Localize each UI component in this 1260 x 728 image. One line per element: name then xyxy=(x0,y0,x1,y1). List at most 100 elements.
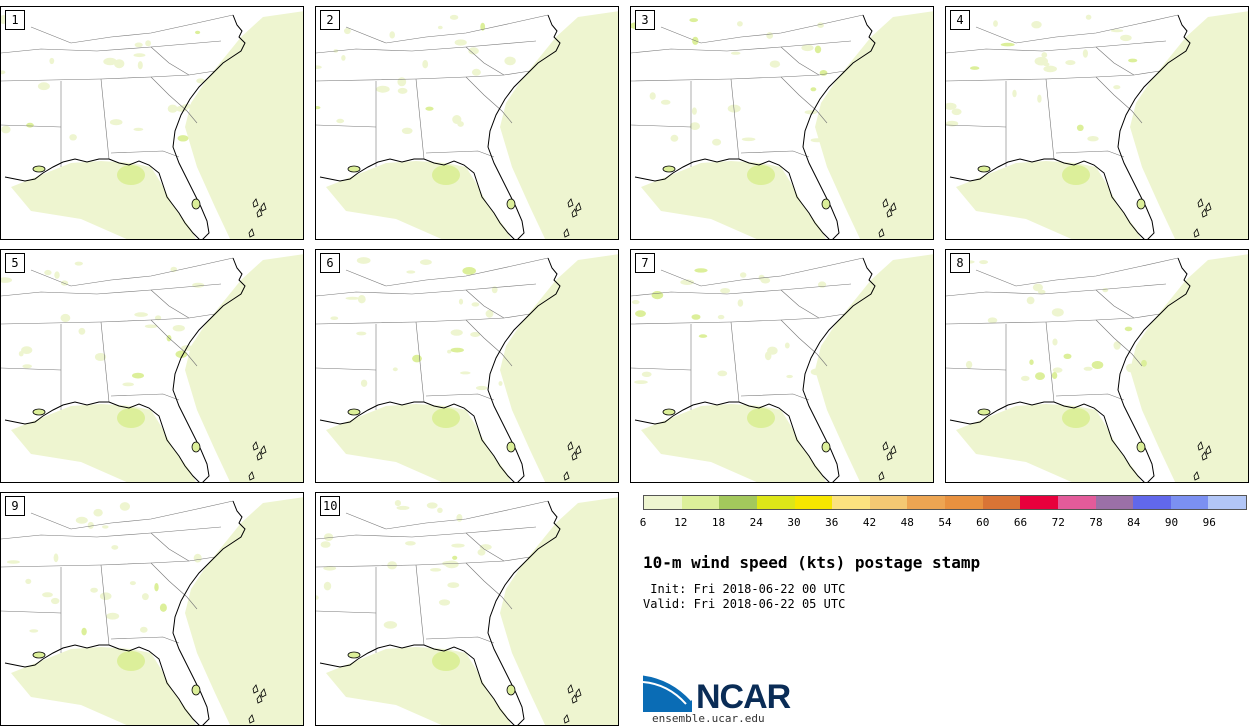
lake xyxy=(32,651,46,659)
island xyxy=(882,198,889,208)
member-number-label: 5 xyxy=(5,253,25,273)
state-border xyxy=(1095,46,1135,76)
island xyxy=(890,202,897,212)
state-border xyxy=(465,562,513,610)
lake xyxy=(191,198,201,210)
island xyxy=(248,714,255,724)
lake xyxy=(32,408,46,416)
wind-speed-map xyxy=(1,497,303,725)
lake xyxy=(32,165,46,173)
state-border xyxy=(316,283,537,297)
state-border xyxy=(631,40,852,54)
colorbar-tick-label: 72 xyxy=(1051,516,1065,529)
colorbar-tick-label: 48 xyxy=(900,516,914,529)
lake xyxy=(506,441,516,453)
wind-speed-map xyxy=(316,254,618,482)
state-border xyxy=(740,150,810,158)
island xyxy=(886,208,893,218)
colorbar-swatch xyxy=(1208,496,1246,509)
coastline xyxy=(319,401,515,482)
coastline xyxy=(949,158,1145,239)
colorbar-tick-label: 42 xyxy=(862,516,877,529)
state-border xyxy=(425,393,495,401)
island xyxy=(563,714,570,724)
state-border xyxy=(316,70,531,82)
state-border xyxy=(1,526,222,540)
postage-stamp-panel: 6 xyxy=(315,249,619,483)
member-number-label: 9 xyxy=(5,496,25,516)
coastline xyxy=(634,401,830,482)
colorbar-tick-label: 90 xyxy=(1164,516,1179,529)
island xyxy=(252,684,259,694)
postage-stamp-panel: 3 xyxy=(630,6,934,240)
state-border xyxy=(150,76,198,124)
lake xyxy=(1136,441,1146,453)
state-border xyxy=(1,70,216,82)
island xyxy=(567,441,574,451)
state-border xyxy=(946,313,1161,325)
state-border xyxy=(1,313,216,325)
state-border xyxy=(1,124,62,128)
island xyxy=(1201,451,1208,461)
island xyxy=(248,228,255,238)
island xyxy=(575,445,582,455)
colorbar-tick-label: 18 xyxy=(711,516,726,529)
island xyxy=(575,202,582,212)
colorbar-swatch xyxy=(794,496,833,509)
state-border xyxy=(316,313,531,325)
state-border xyxy=(1045,321,1055,403)
state-border xyxy=(1095,289,1135,319)
island xyxy=(571,694,578,704)
postage-stamp-panel: 1 xyxy=(0,6,304,240)
state-border xyxy=(150,289,190,319)
state-border xyxy=(631,313,846,325)
state-border xyxy=(1095,76,1143,124)
state-border xyxy=(660,257,864,287)
state-border xyxy=(1045,78,1055,160)
island xyxy=(1197,198,1204,208)
state-border xyxy=(1,283,222,297)
lake xyxy=(821,198,831,210)
island xyxy=(1193,471,1200,481)
member-number-label: 4 xyxy=(950,10,970,30)
wind-speed-map xyxy=(316,497,618,725)
state-border xyxy=(631,367,692,371)
colorbar-swatch xyxy=(756,496,795,509)
state-border xyxy=(975,257,1179,287)
state-border xyxy=(415,564,425,646)
island xyxy=(882,441,889,451)
state-border xyxy=(730,78,740,160)
state-border xyxy=(465,289,505,319)
state-border xyxy=(631,283,852,297)
island xyxy=(252,198,259,208)
coastline xyxy=(4,644,200,725)
postage-stamp-panel: 7 xyxy=(630,249,934,483)
state-border xyxy=(110,636,180,644)
site-url: ensemble.ucar.edu xyxy=(652,712,765,725)
wind-speed-map xyxy=(316,11,618,239)
lake xyxy=(1136,198,1146,210)
state-border xyxy=(946,70,1161,82)
colorbar-swatch xyxy=(1020,496,1058,509)
lake xyxy=(191,441,201,453)
state-border xyxy=(316,526,537,540)
colorbar-tick-label: 6 xyxy=(639,516,647,529)
state-border xyxy=(150,532,190,562)
init-time: Init: Fri 2018-06-22 00 UTC xyxy=(643,582,846,596)
wind-speed-map xyxy=(631,11,933,239)
wind-speed-map xyxy=(1,254,303,482)
state-border xyxy=(100,321,110,403)
lake xyxy=(347,165,361,173)
state-border xyxy=(316,367,377,371)
island xyxy=(878,471,885,481)
state-border xyxy=(1,367,62,371)
lake xyxy=(347,651,361,659)
wind-speed-map xyxy=(1,11,303,239)
state-border xyxy=(150,562,198,610)
colorbar-swatch xyxy=(832,496,870,509)
postage-stamp-panel: 10 xyxy=(315,492,619,726)
member-number-label: 10 xyxy=(320,496,341,516)
colorbar-swatch xyxy=(869,496,908,509)
island xyxy=(571,451,578,461)
postage-stamp-panel: 4 xyxy=(945,6,1249,240)
